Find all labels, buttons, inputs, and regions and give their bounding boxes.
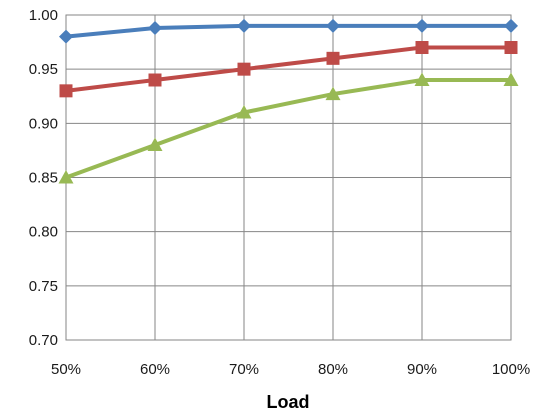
x-axis-ticks: 50% 60% 70% 80% 90% 100% xyxy=(51,361,530,378)
x-tick-label: 90% xyxy=(407,361,437,378)
y-tick-label: 0.80 xyxy=(29,224,58,241)
series-1 xyxy=(59,18,518,44)
data-point xyxy=(58,170,74,184)
y-axis-ticks: 0.70 0.75 0.80 0.85 0.90 0.95 1.00 xyxy=(29,7,58,349)
data-point xyxy=(504,41,518,54)
data-point xyxy=(237,18,251,33)
data-point xyxy=(59,84,73,98)
data-point xyxy=(148,73,162,87)
grid xyxy=(65,14,512,341)
data-point xyxy=(326,18,340,33)
data-point xyxy=(236,105,252,119)
data-point xyxy=(325,86,341,101)
y-tick-label: 0.90 xyxy=(29,115,58,132)
data-point xyxy=(503,72,519,86)
data-point xyxy=(326,51,340,65)
series-2 xyxy=(59,41,518,98)
data-point xyxy=(415,41,429,54)
x-tick-label: 60% xyxy=(140,361,170,378)
y-tick-label: 0.70 xyxy=(29,332,58,349)
data-point xyxy=(148,21,162,35)
x-tick-label: 100% xyxy=(492,361,530,378)
data-point xyxy=(237,62,251,76)
data-point xyxy=(415,18,429,33)
x-tick-label: 50% xyxy=(51,361,81,378)
y-tick-label: 0.95 xyxy=(29,61,58,78)
series-group xyxy=(58,18,519,184)
y-tick-label: 1.00 xyxy=(29,7,58,24)
x-axis-title: Load xyxy=(267,392,310,412)
x-tick-label: 80% xyxy=(318,361,348,378)
data-point xyxy=(147,137,163,151)
series-line xyxy=(64,45,513,93)
data-point xyxy=(414,72,430,86)
y-tick-label: 0.75 xyxy=(29,278,58,295)
series-3 xyxy=(58,72,519,184)
data-point xyxy=(59,29,73,44)
series-line xyxy=(64,23,513,39)
data-point xyxy=(504,18,518,33)
series-line xyxy=(64,78,513,180)
x-tick-label: 70% xyxy=(229,361,259,378)
y-tick-label: 0.85 xyxy=(29,170,58,187)
